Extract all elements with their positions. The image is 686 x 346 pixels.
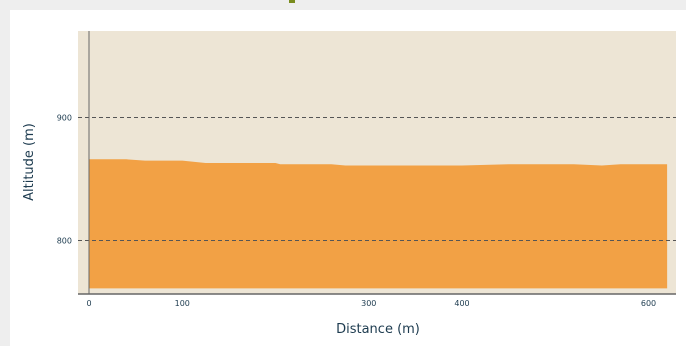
y-tick-label-800: 800 (57, 237, 72, 246)
x-axis-title: Distance (m) (336, 322, 420, 337)
x-tick-label-600: 600 (641, 299, 656, 308)
x-tick-label-300: 300 (361, 299, 376, 308)
x-tick-label-400: 400 (454, 299, 469, 308)
x-tick-label-0: 0 (86, 299, 91, 308)
x-tick-label-100: 100 (175, 299, 190, 308)
y-tick-label-900: 900 (57, 114, 72, 123)
x-tick-labels: 0 100 300 400 600 (86, 299, 656, 308)
top-marker (289, 0, 295, 3)
grid-lines (78, 117, 676, 241)
y-axis-title: Altitude (m) (22, 123, 37, 201)
elevation-area (89, 159, 668, 289)
y-tick-labels: 800 900 (57, 114, 72, 246)
